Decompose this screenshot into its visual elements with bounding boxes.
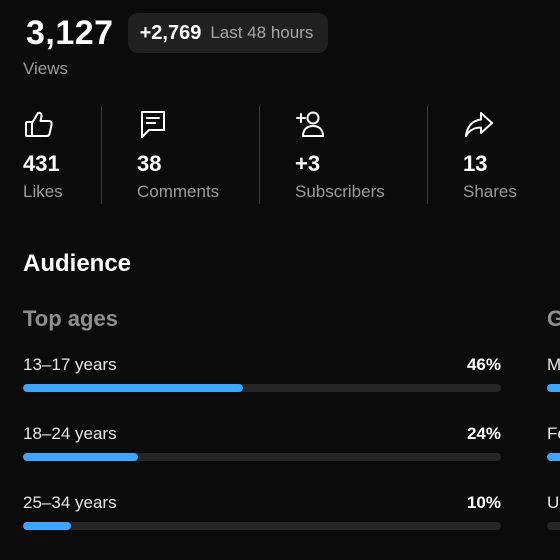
stat-divider xyxy=(101,106,102,204)
age-percentage: 24% xyxy=(466,424,501,443)
add-person-icon xyxy=(295,108,327,140)
age-percentage: 46% xyxy=(466,355,501,374)
gender-label: Fe xyxy=(547,424,560,443)
audience-title: Audience xyxy=(23,250,132,277)
stat-divider xyxy=(427,106,428,204)
gender-label: U xyxy=(547,493,560,512)
age-range-label: 13–17 years xyxy=(23,355,117,374)
age-range-label: 18–24 years xyxy=(23,424,117,443)
comments-label: Comments xyxy=(137,182,220,201)
age-row: 18–24 years 24% xyxy=(23,424,501,464)
gender-bar xyxy=(547,453,560,461)
comments-value: 38 xyxy=(137,151,162,176)
subscribers-label: Subscribers xyxy=(295,182,385,201)
likes-value: 431 xyxy=(23,151,60,176)
likes-label: Likes xyxy=(23,182,63,201)
top-ages-title: Top ages xyxy=(23,306,118,331)
age-row: 13–17 years 46% xyxy=(23,355,501,395)
age-percentage: 10% xyxy=(466,493,501,512)
shares-label: Shares xyxy=(463,182,517,201)
views-label: Views xyxy=(23,59,69,78)
age-bar-track xyxy=(23,522,501,530)
age-bar-track xyxy=(23,384,501,392)
age-bar-fill xyxy=(23,453,138,461)
views-delta-value: +2,769 xyxy=(139,21,202,44)
views-delta-period: Last 48 hours xyxy=(210,23,314,42)
views-count: 3,127 xyxy=(26,14,114,52)
age-range-label: 25–34 years xyxy=(23,493,117,512)
gender-label: M xyxy=(547,355,560,374)
gender-bar xyxy=(547,522,560,530)
subscribers-value: +3 xyxy=(295,151,321,176)
stat-divider xyxy=(259,106,260,204)
age-row: 25–34 years 10% xyxy=(23,493,501,533)
views-header: 3,127 +2,769 Last 48 hours xyxy=(23,12,329,54)
gender-title: G xyxy=(547,306,560,331)
comment-icon xyxy=(137,108,169,140)
age-bar-fill xyxy=(23,384,243,392)
share-icon xyxy=(463,108,495,140)
shares-value: 13 xyxy=(463,151,488,176)
age-bar-track xyxy=(23,453,501,461)
thumbs-up-icon xyxy=(23,108,55,140)
age-bar-fill xyxy=(23,522,71,530)
gender-bar xyxy=(547,384,560,392)
views-delta-pill[interactable]: +2,769 Last 48 hours xyxy=(127,13,329,53)
stats-row: 431 Likes 38 Comments +3 Subscribers xyxy=(0,104,560,204)
